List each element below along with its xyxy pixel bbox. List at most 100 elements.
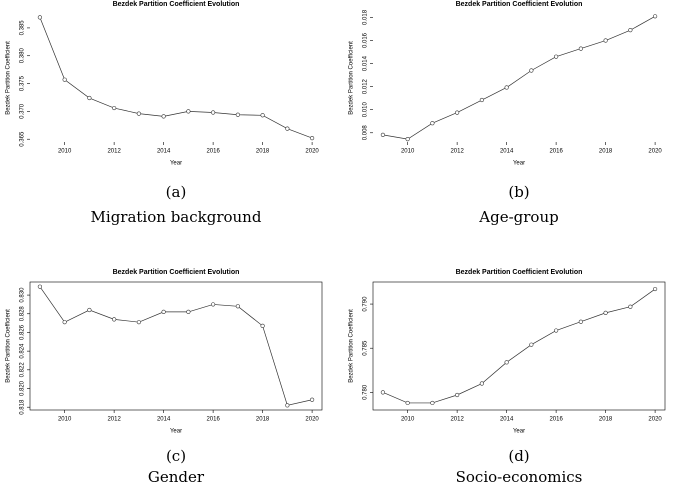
y-tick-label: 0.820 bbox=[20, 380, 26, 396]
x-tick-label: 2010 bbox=[401, 417, 415, 423]
point bbox=[161, 114, 166, 119]
point bbox=[603, 310, 608, 315]
x-tick-label: 2014 bbox=[500, 149, 514, 155]
point bbox=[455, 392, 460, 398]
point bbox=[479, 97, 484, 103]
point bbox=[211, 302, 216, 307]
point bbox=[260, 323, 265, 329]
point bbox=[235, 304, 240, 309]
point bbox=[87, 307, 92, 313]
point bbox=[380, 132, 385, 137]
caption: Gender bbox=[148, 468, 205, 485]
y-tick-label: 0.014 bbox=[363, 55, 369, 71]
x-tick-label: 2018 bbox=[599, 417, 613, 423]
x-tick-label: 2020 bbox=[648, 417, 662, 423]
point bbox=[504, 360, 509, 365]
point bbox=[136, 111, 141, 116]
caption: Socio-economics bbox=[456, 468, 583, 485]
y-tick-label: 0.822 bbox=[20, 362, 26, 378]
x-axis-label: Year bbox=[513, 429, 525, 435]
point bbox=[235, 112, 240, 117]
y-tick-label: 0.830 bbox=[20, 287, 26, 303]
y-axis-label: Bezdek Partition Coefficient bbox=[6, 41, 12, 115]
point bbox=[479, 381, 484, 386]
y-axis-label: Bezdek Partition Coefficient bbox=[349, 41, 355, 115]
chart-title: Bezdek Partition Coefficient Evolution bbox=[456, 1, 583, 8]
y-tick-label: 0.365 bbox=[20, 131, 26, 147]
y-axis-label: Bezdek Partition Coefficient bbox=[349, 309, 355, 383]
x-tick-label: 2010 bbox=[401, 149, 415, 155]
point bbox=[554, 328, 559, 333]
x-tick-label: 2018 bbox=[256, 417, 270, 423]
x-tick-label: 2014 bbox=[157, 417, 171, 423]
y-tick-label: 0.375 bbox=[20, 75, 26, 91]
line bbox=[382, 288, 656, 404]
caption: Migration background bbox=[91, 208, 262, 226]
point bbox=[260, 113, 265, 118]
point bbox=[653, 14, 658, 19]
point bbox=[112, 105, 117, 111]
point bbox=[136, 320, 141, 325]
y-tick-label: 0.818 bbox=[20, 399, 26, 415]
y-tick-label: 0.012 bbox=[363, 78, 369, 94]
x-tick-label: 2014 bbox=[500, 417, 514, 423]
y-axis-label: Bezdek Partition Coefficient bbox=[6, 309, 12, 383]
point bbox=[405, 400, 410, 406]
point bbox=[211, 110, 216, 115]
point bbox=[87, 95, 92, 101]
plot-box bbox=[29, 281, 323, 411]
point bbox=[62, 320, 67, 325]
x-tick-label: 2016 bbox=[549, 149, 563, 155]
x-tick-label: 2010 bbox=[58, 417, 72, 423]
point bbox=[653, 286, 658, 292]
x-axis-label: Year bbox=[513, 161, 525, 167]
point bbox=[504, 85, 509, 90]
caption-label: (d) bbox=[508, 447, 529, 465]
point bbox=[186, 309, 191, 314]
point bbox=[578, 46, 583, 51]
x-tick-label: 2018 bbox=[599, 149, 613, 155]
point bbox=[430, 400, 435, 406]
point bbox=[186, 109, 191, 114]
caption-label: (c) bbox=[166, 447, 186, 465]
point bbox=[529, 68, 534, 73]
point bbox=[285, 126, 290, 131]
x-tick-label: 2010 bbox=[58, 149, 72, 155]
x-tick-label: 2020 bbox=[305, 149, 319, 155]
y-tick-label: 0.828 bbox=[20, 306, 26, 322]
point bbox=[578, 319, 583, 324]
point bbox=[37, 15, 42, 20]
point bbox=[430, 121, 435, 126]
point bbox=[529, 342, 534, 347]
point bbox=[285, 403, 290, 408]
x-tick-label: 2016 bbox=[206, 149, 220, 155]
line bbox=[382, 16, 656, 140]
y-tick-label: 0.010 bbox=[363, 102, 369, 118]
line bbox=[39, 17, 313, 139]
y-tick-label: 0.385 bbox=[20, 20, 26, 36]
x-tick-label: 2016 bbox=[206, 417, 220, 423]
chart-title: Bezdek Partition Coefficient Evolution bbox=[456, 269, 583, 276]
x-tick-label: 2014 bbox=[157, 149, 171, 155]
point bbox=[112, 317, 117, 322]
x-tick-label: 2020 bbox=[305, 417, 319, 423]
point bbox=[455, 110, 460, 115]
point bbox=[554, 54, 559, 59]
point bbox=[405, 137, 410, 142]
x-tick-label: 2016 bbox=[549, 417, 563, 423]
caption: Age-group bbox=[478, 208, 558, 226]
x-axis-label: Year bbox=[170, 429, 182, 435]
x-tick-label: 2018 bbox=[256, 149, 270, 155]
point bbox=[37, 284, 42, 289]
caption-label: (a) bbox=[166, 183, 187, 201]
y-tick-label: 0.380 bbox=[20, 48, 26, 64]
point bbox=[62, 77, 67, 82]
point bbox=[628, 304, 633, 309]
y-tick-label: 0.018 bbox=[363, 9, 369, 25]
x-tick-label: 2012 bbox=[450, 149, 464, 155]
x-axis-label: Year bbox=[170, 161, 182, 167]
y-tick-label: 0.790 bbox=[363, 296, 369, 312]
point bbox=[603, 38, 608, 43]
point bbox=[380, 390, 385, 395]
